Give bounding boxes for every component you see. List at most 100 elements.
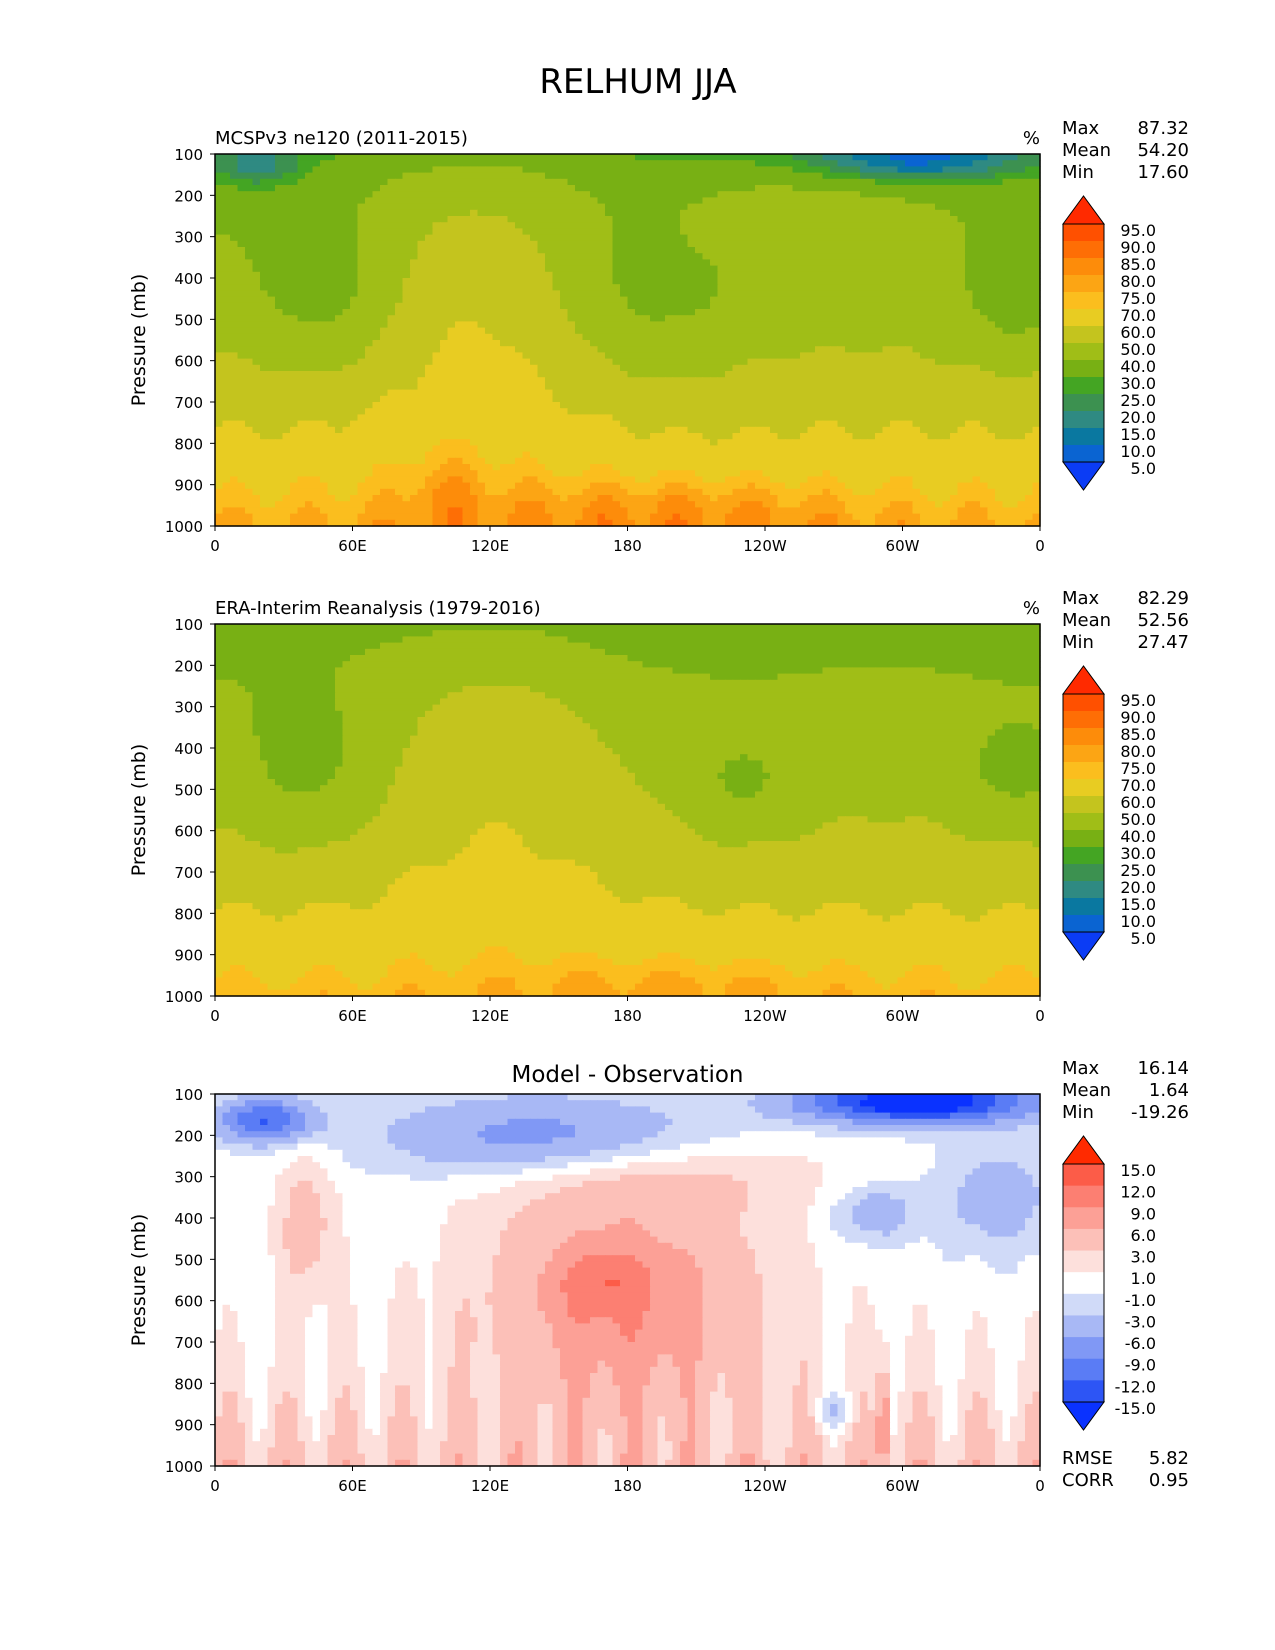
heatmap-cell [552,271,561,279]
heatmap-cell [950,383,959,391]
heatmap-cell [507,352,516,360]
heatmap-cell [312,222,321,229]
heatmap-cell [237,247,246,254]
heatmap-cell [635,414,644,422]
heatmap-cell [702,402,711,409]
heatmap-cell [515,346,524,353]
heatmap-cell [575,253,584,260]
heatmap-cell [432,191,441,198]
heatmap-cell [755,209,764,217]
heatmap-cell [732,327,741,335]
heatmap-cell [312,259,321,267]
heatmap-cell [365,408,374,415]
heatmap-cell [725,209,734,217]
heatmap-cell [515,433,524,440]
heatmap-cell [590,259,599,267]
heatmap-cell [732,160,741,167]
heatmap-cell [462,209,471,217]
heatmap-cell [867,395,876,403]
heatmap-cell [605,309,614,316]
heatmap-cell [552,209,561,217]
heatmap-cell [260,290,269,298]
heatmap-cell [920,302,929,310]
heatmap-cell [530,203,539,211]
heatmap-cell [785,383,794,391]
heatmap-cell [357,383,366,391]
heatmap-cell [402,209,411,217]
heatmap-cell [297,278,306,285]
heatmap-cell [567,271,576,279]
heatmap-cell [402,302,411,310]
heatmap-cell [327,160,336,167]
heatmap-cell [650,408,659,415]
heatmap-cell [515,302,524,310]
heatmap-cell [395,197,404,205]
heatmap-cell [477,197,486,205]
heatmap-cell [912,216,921,223]
heatmap-cell [485,296,494,304]
heatmap-cell [702,383,711,391]
heatmap-cell [882,284,891,291]
heatmap-cell [297,240,306,248]
heatmap-cell [462,265,471,273]
heatmap-cell [837,389,846,397]
heatmap-cell [395,209,404,217]
heatmap-cell [1025,414,1034,422]
heatmap-cell [935,389,944,397]
heatmap-cell [320,296,329,304]
heatmap-cell [1032,333,1041,341]
heatmap-cell [567,346,576,353]
heatmap-cell [290,364,299,372]
heatmap-cell [515,209,524,217]
heatmap-cell [222,309,231,316]
heatmap-cell [215,240,224,248]
heatmap-cell [882,228,891,236]
heatmap-cell [500,340,509,347]
heatmap-cell [425,191,434,198]
heatmap-cell [327,271,336,279]
heatmap-cell [1002,222,1011,229]
heatmap-cell [380,414,389,422]
heatmap-cell [342,284,351,291]
heatmap-cell [252,352,261,360]
heatmap-cell [522,389,531,397]
heatmap-cell [770,166,779,174]
heatmap-cell [935,309,944,316]
heatmap-cell [1032,402,1041,409]
heatmap-cell [350,178,359,186]
heatmap-cell [425,327,434,335]
heatmap-cell [402,402,411,409]
heatmap-cell [897,191,906,198]
heatmap-cell [440,371,449,378]
heatmap-cell [867,240,876,248]
heatmap-cell [297,420,306,428]
heatmap-cell [732,426,741,434]
heatmap-cell [410,302,419,310]
heatmap-cell [687,352,696,360]
heatmap-cell [972,358,981,366]
heatmap-cell [597,414,606,422]
heatmap-cell [1017,364,1026,372]
heatmap-cell [642,154,651,161]
heatmap-cell [365,364,374,372]
heatmap-cell [275,166,284,174]
heatmap-cell [455,160,464,167]
heatmap-cell [485,247,494,254]
heatmap-cell [612,358,621,366]
heatmap-cell [582,228,591,236]
heatmap-cell [950,426,959,434]
heatmap-cell [410,222,419,229]
heatmap-cell [732,197,741,205]
heatmap-cell [237,296,246,304]
heatmap-cell [492,278,501,285]
heatmap-cell [417,296,426,304]
heatmap-cell [477,172,486,180]
heatmap-cell [987,352,996,360]
heatmap-cell [1017,395,1026,403]
heatmap-cell [470,166,479,174]
heatmap-cell [417,228,426,236]
heatmap-cell [897,278,906,285]
heatmap-cell [867,191,876,198]
heatmap-cell [957,172,966,180]
